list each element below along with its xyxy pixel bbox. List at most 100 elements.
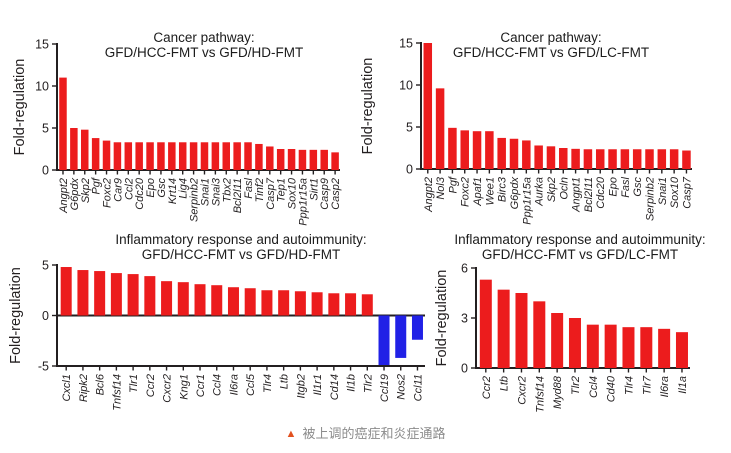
bar-Foxc2 — [460, 130, 469, 169]
bar-Ccl19 — [378, 315, 390, 365]
category-label: Tlr2 — [362, 374, 374, 393]
category-label: Tinf2 — [254, 178, 266, 202]
category-label: Ccl4 — [588, 376, 600, 398]
category-label: Tlr1 — [128, 374, 140, 393]
chart-subtitle: GFD/HCC-FMT vs GFD/HD-FMT — [105, 45, 303, 60]
category-label: Cxcr2 — [516, 376, 528, 405]
category-label: Il6ra — [659, 376, 671, 397]
chart-cancer-hd: Cancer pathway:GFD/HCC-FMT vs GFD/HD-FMT… — [12, 30, 342, 226]
bar-Angpt2 — [423, 43, 433, 169]
category-label: Epo — [608, 177, 620, 197]
bar-Itgb2 — [294, 291, 306, 316]
bar-Fasl — [620, 149, 630, 169]
figure-caption: ▲ 被上调的癌症和炎症通路 — [0, 423, 731, 442]
category-label: Foxc2 — [460, 177, 472, 207]
bar-Snai3 — [211, 142, 220, 170]
bar-Tnfsf14 — [110, 273, 122, 316]
bar-Cdc20 — [135, 142, 143, 170]
y-tick-label: 15 — [399, 37, 413, 51]
category-label: Pgf — [447, 176, 459, 193]
category-label: Pgf — [91, 177, 103, 194]
category-label: Ccr1 — [195, 374, 207, 397]
bar-Cxcl1 — [60, 267, 72, 316]
bar-Angpt1 — [571, 148, 580, 169]
bar-Sox10 — [669, 149, 679, 169]
bar-Tlr2 — [361, 294, 373, 316]
category-label: Tep1 — [276, 178, 288, 202]
bar-Cxcr2 — [161, 281, 173, 316]
bar-Apaf1 — [472, 131, 482, 169]
category-label: Aurka — [534, 177, 546, 207]
bar-Wee1 — [485, 131, 494, 169]
bar-Casp2 — [331, 152, 339, 170]
category-label: Ocln — [558, 177, 570, 200]
bar-Nol3 — [435, 88, 445, 169]
category-label: Wee1 — [484, 177, 496, 206]
category-label: Nol3 — [435, 176, 447, 200]
chart-inflammatory-hd: Inflammatory response and autoimmunity:G… — [8, 232, 425, 411]
y-tick-label: 5 — [406, 121, 413, 135]
bar-Tlr4 — [261, 290, 273, 316]
bar-Sox10 — [287, 149, 296, 170]
bar-Kng1 — [177, 282, 189, 316]
category-label: Angpt2 — [58, 178, 70, 214]
bar-Skp2 — [546, 146, 556, 169]
bar-Tnfsf14 — [533, 301, 546, 368]
bar-Myd88 — [551, 313, 564, 368]
category-label: Myd88 — [552, 375, 564, 409]
y-tick-label: 10 — [35, 80, 49, 94]
bar-Gsc — [632, 149, 642, 169]
category-label: Bcl2l11 — [583, 177, 595, 212]
bar-Fasl — [244, 142, 252, 170]
bar-Casp9 — [320, 149, 328, 170]
category-label: Snai1 — [199, 178, 211, 206]
bar-Il6ra — [227, 287, 239, 316]
category-label: Skp2 — [546, 177, 558, 202]
category-label: Ccr2 — [481, 376, 493, 399]
y-tick-label: 3 — [461, 312, 468, 326]
bar-Tep1 — [276, 149, 285, 170]
category-label: Snai1 — [657, 177, 669, 205]
bar-Il1r1 — [311, 292, 323, 316]
category-label: Bcl2l11 — [232, 178, 244, 213]
bar-G6pdx — [70, 128, 78, 170]
category-label: Foxc2 — [102, 178, 114, 208]
category-label: Ppp1r15a — [521, 177, 533, 225]
bar-Bcl2l11 — [583, 149, 593, 169]
bar-Nos2 — [395, 315, 407, 358]
category-label: Il1a — [677, 376, 689, 394]
bar-Car9 — [113, 142, 122, 170]
bar-Cxcr2 — [515, 293, 528, 368]
category-label: Tlr4 — [623, 376, 635, 395]
bar-Angpt2 — [59, 77, 67, 170]
chart-title: Cancer pathway: — [153, 30, 254, 45]
category-label: Il1b — [346, 374, 358, 392]
category-label: Cd14 — [329, 374, 341, 400]
chart-subtitle: GFD/HCC-FMT vs GFD/HD-FMT — [142, 247, 340, 262]
bar-Tlr4 — [622, 327, 635, 368]
category-label: Apaf1 — [472, 177, 484, 207]
bar-Ltb — [497, 289, 510, 368]
y-axis-label: Fold-regulation — [12, 59, 28, 156]
category-label: Il1r1 — [312, 374, 324, 395]
category-label: Cdc20 — [595, 176, 607, 209]
category-label: Ltb — [499, 376, 511, 391]
bar-G6pdx — [509, 138, 519, 169]
bar-Cdc20 — [595, 149, 605, 169]
bar-Bcl6 — [94, 271, 106, 316]
category-label: Ccl5 — [245, 373, 257, 396]
bar-Cd40 — [604, 324, 617, 368]
category-label: Bcl6 — [95, 373, 107, 395]
bar-Birc3 — [497, 137, 506, 169]
category-label: Gsc — [632, 177, 644, 197]
category-label: Ccl11 — [412, 374, 424, 401]
bar-Il6ra — [658, 328, 671, 368]
y-tick-label: 0 — [461, 362, 468, 376]
bar-Foxc2 — [102, 140, 111, 170]
category-label: Kng1 — [178, 374, 190, 400]
bar-Tbx2 — [222, 142, 231, 170]
bar-Lig4 — [178, 142, 187, 170]
category-label: Angpt1 — [571, 177, 583, 213]
bar-Tlr1 — [127, 274, 139, 316]
category-label: Cxcr2 — [162, 374, 174, 403]
